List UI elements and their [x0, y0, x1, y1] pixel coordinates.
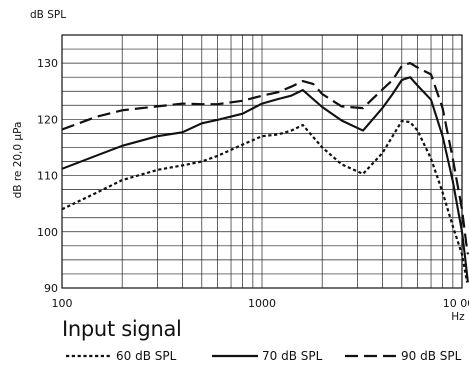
legend-title: Input signal	[62, 317, 182, 341]
y-tick-label: 100	[37, 226, 58, 239]
series-line-dashed	[61, 62, 469, 255]
legend: 60 dB SPL 70 dB SPL 90 dB SPL	[66, 349, 462, 363]
y-tick-label: 90	[44, 282, 58, 295]
legend-label: 60 dB SPL	[116, 349, 177, 363]
y-tick-label: 110	[37, 170, 58, 183]
series-line-dotted	[61, 119, 469, 283]
unit-label: dB SPL	[30, 9, 66, 21]
legend-label: 90 dB SPL	[401, 349, 462, 363]
x-tick-labels: 100 1000 10 000	[52, 297, 469, 310]
chart-series	[61, 62, 469, 283]
x-tick-label: 1000	[248, 297, 276, 310]
x-tick-label: 10 000	[443, 297, 469, 310]
legend-label: 70 dB SPL	[262, 349, 323, 363]
y-tick-labels: 90 100 110 120 130	[37, 57, 58, 295]
x-tick-label: 100	[52, 297, 73, 310]
y-axis-label: dB re 20,0 µPa	[12, 122, 24, 199]
x-axis-label: Hz	[451, 311, 465, 323]
chart-grid	[61, 34, 463, 289]
y-tick-label: 130	[37, 57, 58, 70]
plot-frame	[61, 34, 463, 289]
series-line-solid	[61, 76, 469, 283]
y-tick-label: 120	[37, 113, 58, 126]
